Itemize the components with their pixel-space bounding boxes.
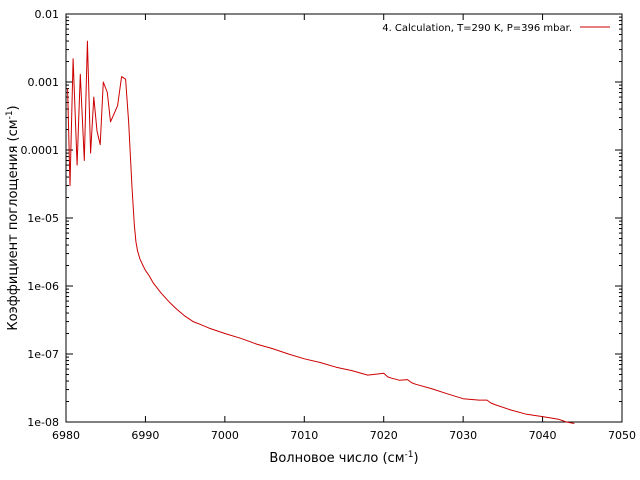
y-axis-label: Коэффициент поглощения (см-1) (5, 105, 21, 330)
y-tick-label: 0.0001 (21, 144, 60, 157)
y-tick-label: 1e-06 (27, 280, 59, 293)
legend: 4. Calculation, T=290 K, P=396 mbar. (382, 23, 610, 34)
x-tick-label: 6990 (131, 429, 159, 442)
y-tick-label: 1e-08 (27, 416, 59, 429)
y-tick-label: 1e-05 (27, 212, 59, 225)
series-line-0 (67, 40, 575, 424)
y-tick-label: 0.01 (35, 8, 60, 21)
axis-tick-labels: 6980 6990 7000 7010 7020 7030 7040 7050 0.01 0.00… (21, 8, 637, 442)
x-tick-label: 7000 (211, 429, 239, 442)
x-tick-label: 7020 (370, 429, 398, 442)
x-tick-label: 7050 (608, 429, 636, 442)
series-layer (67, 40, 575, 424)
axis-ticks (65, 13, 623, 423)
x-tick-label: 7010 (290, 429, 318, 442)
y-tick-label: 0.001 (28, 76, 60, 89)
x-tick-label: 7040 (529, 429, 557, 442)
x-axis-label: Волновое число (см-1) (269, 450, 418, 466)
y-tick-label: 1e-07 (27, 348, 59, 361)
x-tick-label: 7030 (449, 429, 477, 442)
x-tick-label: 6980 (52, 429, 80, 442)
legend-label: 4. Calculation, T=290 K, P=396 mbar. (382, 23, 572, 34)
